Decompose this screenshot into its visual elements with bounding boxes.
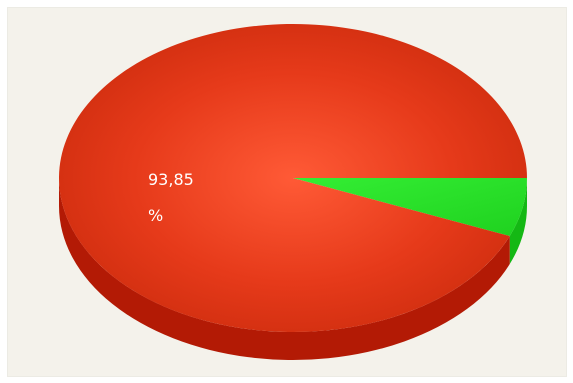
slice-data-label: 93,85 % [148,153,228,243]
pie-slice-side-0 [58,178,510,361]
pie-top-group [59,23,528,332]
pie-side-group [58,178,527,361]
pie-slice-side-1 [509,178,527,265]
slice-data-label-unit: % [148,206,164,225]
pie-slice-1 [293,178,527,237]
pie-slice-0 [59,23,528,332]
slice-data-label-value: 93,85 [148,170,194,189]
